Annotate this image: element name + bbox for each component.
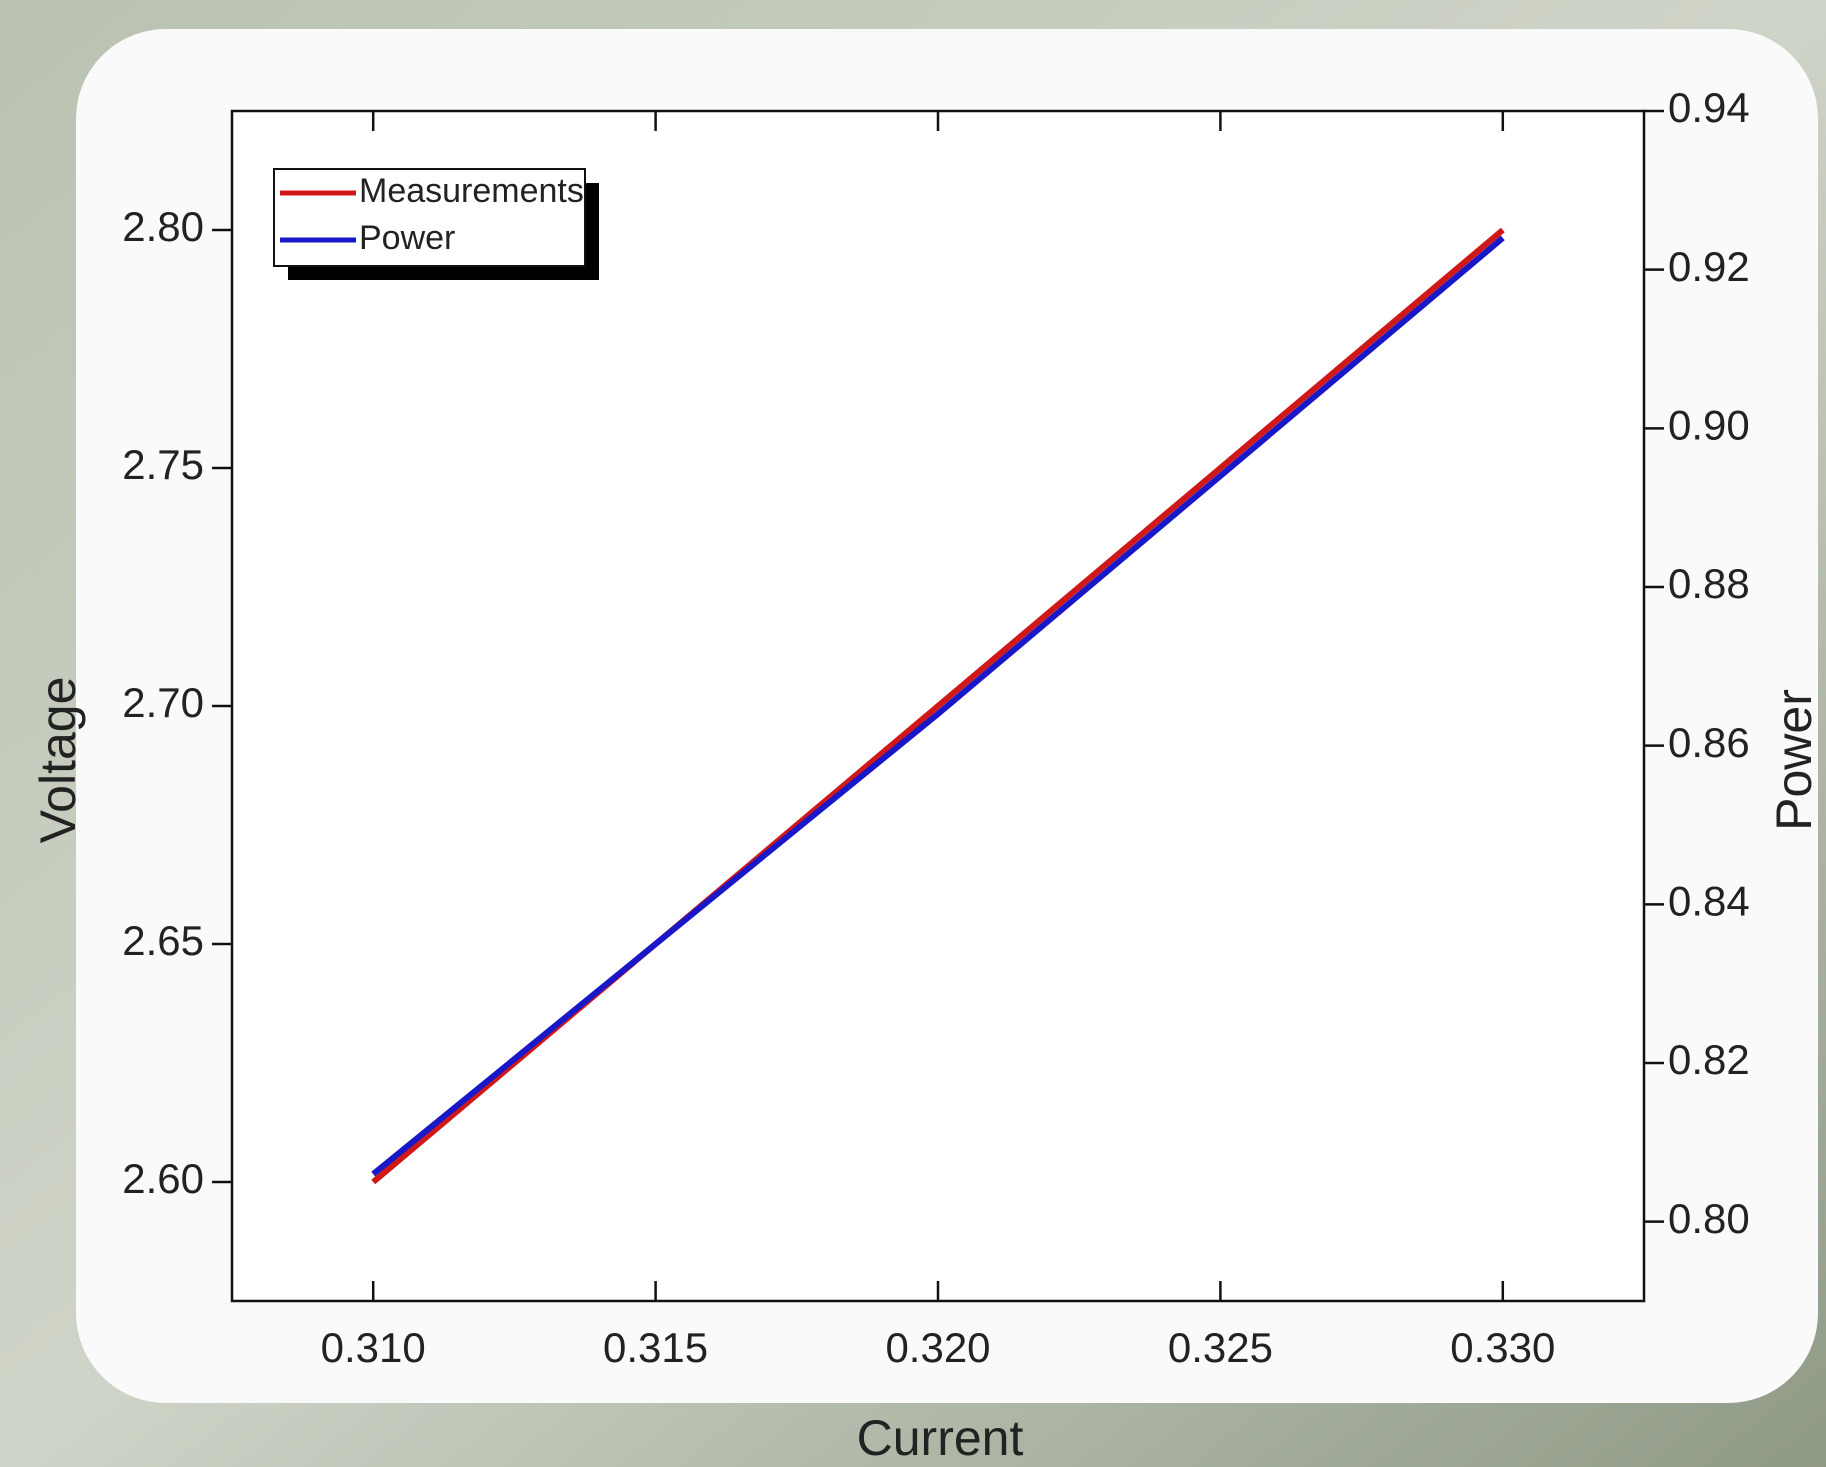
x-tick-label: 0.310 [321,1324,426,1371]
y-tick-label: 2.75 [122,441,204,488]
x-tick-label: 0.330 [1450,1324,1555,1371]
x-tick-label: 0.320 [885,1324,990,1371]
legend-box [273,168,586,267]
y2-tick-label: 0.92 [1668,243,1750,290]
y2-tick-label: 0.88 [1668,560,1750,607]
line-series [371,235,1505,1177]
y-tick-label: 2.70 [122,679,204,726]
y2-tick-label: 0.90 [1668,401,1750,448]
y-tick-label: 2.80 [122,203,204,250]
legend-label: Power [359,219,455,257]
y2-tick-label: 0.80 [1668,1195,1750,1242]
y-tick-label: 2.60 [122,1155,204,1202]
x-axis-title: Current [857,1410,1024,1466]
y2-tick-label: 0.84 [1668,877,1750,924]
y2-tick-label: 0.82 [1668,1036,1750,1083]
y-tick-label: 2.65 [122,917,204,964]
y2-axis-title: Power [1766,689,1822,831]
x-tick-label: 0.315 [603,1324,708,1371]
y2-tick-label: 0.94 [1668,84,1750,131]
x-tick-label: 0.325 [1168,1324,1273,1371]
legend-label: Measurements [359,172,584,210]
y-axis-title: Voltage [30,677,86,844]
y2-tick-label: 0.86 [1668,719,1750,766]
